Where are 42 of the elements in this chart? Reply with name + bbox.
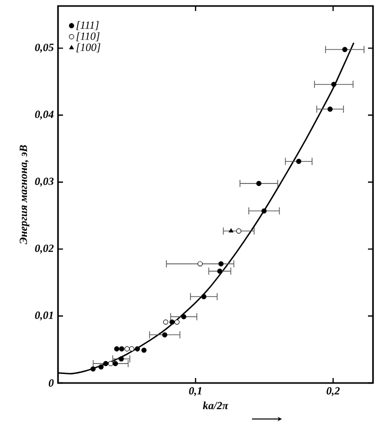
point (327, 106, 333, 112)
y-tick-label: 0 (48, 379, 54, 387)
point (198, 261, 203, 266)
point (119, 346, 124, 352)
legend-label: [111] (76, 21, 99, 30)
y-tick-label: 0,05 (35, 44, 54, 53)
x-tick-label: 0,2 (326, 387, 340, 396)
point (129, 346, 134, 352)
y-axis-title: Энергия магнона, эВ (20, 145, 30, 244)
y-tick-label: 0,03 (35, 178, 54, 187)
y-tick-label: 0,04 (35, 110, 54, 120)
point (228, 228, 234, 232)
point (141, 348, 147, 353)
point (236, 228, 242, 234)
point (163, 319, 168, 325)
point (342, 46, 348, 52)
point (162, 332, 168, 338)
point (114, 346, 120, 352)
legend-label: [100] (76, 43, 100, 52)
point (331, 82, 336, 87)
point (201, 294, 206, 300)
x-axis-title: ka/2π (202, 402, 228, 410)
point (108, 360, 114, 366)
point (256, 180, 262, 186)
point (90, 366, 96, 372)
point (169, 319, 175, 325)
y-tick-label: 0,02 (35, 244, 54, 254)
point (174, 319, 180, 325)
point (112, 360, 118, 366)
point (103, 360, 108, 366)
point (124, 346, 130, 352)
point (98, 364, 104, 370)
point (217, 268, 222, 274)
point (218, 261, 224, 266)
y-tick-label: 0,01 (35, 312, 53, 321)
legend-label: [110] (76, 32, 100, 42)
point (134, 346, 140, 352)
point (261, 208, 267, 214)
point (296, 158, 302, 164)
point (181, 314, 186, 320)
point (118, 356, 124, 362)
x-tick-label: 0,1 (189, 387, 202, 396)
